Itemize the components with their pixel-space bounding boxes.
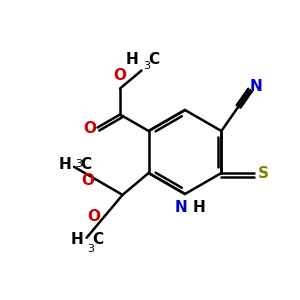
Text: H: H xyxy=(193,200,206,214)
Text: 3: 3 xyxy=(88,244,94,254)
Text: H: H xyxy=(58,158,71,172)
Text: H: H xyxy=(126,52,139,67)
Text: O: O xyxy=(88,209,100,224)
Text: N: N xyxy=(250,79,262,94)
Text: C: C xyxy=(93,232,104,247)
Text: O: O xyxy=(83,121,96,136)
Text: N: N xyxy=(174,200,187,214)
Text: S: S xyxy=(258,166,269,181)
Text: C: C xyxy=(80,158,91,172)
Text: H: H xyxy=(71,232,84,247)
Text: O: O xyxy=(81,173,94,188)
Text: O: O xyxy=(113,68,127,83)
Text: 3: 3 xyxy=(75,159,82,169)
Text: 3: 3 xyxy=(143,61,151,70)
Text: C: C xyxy=(148,52,160,67)
